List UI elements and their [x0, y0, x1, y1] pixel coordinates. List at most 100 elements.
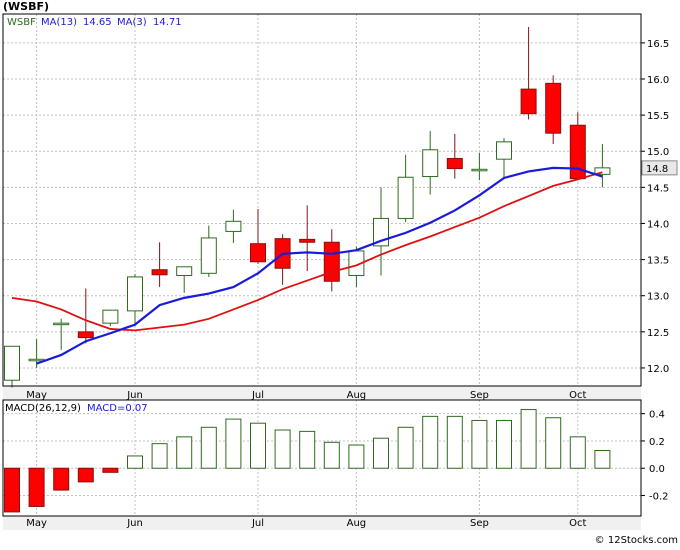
date-axis-label: Jun	[126, 390, 143, 401]
date-axis-label-bottom: Sep	[470, 518, 489, 529]
date-axis-label-bottom: Aug	[347, 518, 367, 529]
legend-ma3-label: MA(3)	[117, 17, 147, 28]
candle-body	[28, 358, 45, 362]
date-axis-label: Aug	[347, 390, 367, 401]
candle	[545, 75, 562, 145]
macd-legend-label: MACD(26,12,9)	[5, 403, 81, 414]
macd-bar	[151, 443, 168, 469]
chart-title: (WSBF)	[3, 0, 49, 13]
candle-body	[496, 141, 512, 160]
price-ytick-label: 13.5	[647, 256, 669, 267]
candle	[594, 144, 611, 188]
price-ytick-label: 15.0	[647, 147, 669, 158]
candle	[77, 288, 94, 344]
candle	[151, 242, 168, 288]
macd-bar	[373, 437, 389, 469]
macd-bar	[225, 418, 242, 469]
macd-bar	[422, 415, 439, 469]
last-price-label: 14.8	[646, 164, 668, 175]
price-panel-frame	[2, 13, 642, 387]
date-axis-band	[3, 386, 641, 400]
macd-bar	[397, 426, 414, 469]
legend-ma3-value: 14.71	[153, 17, 182, 28]
candle-body	[200, 237, 217, 274]
price-ytick-label: 12.0	[647, 364, 669, 375]
ma13-line	[36, 166, 603, 365]
macd-legend-value: MACD=0.07	[87, 403, 148, 414]
macd-bar	[446, 415, 463, 469]
candle	[397, 154, 414, 223]
candle-body	[422, 149, 439, 178]
macd-bar	[176, 436, 193, 469]
candle	[225, 209, 242, 243]
macd-bar	[569, 436, 586, 469]
candle	[200, 225, 217, 277]
candle-body	[545, 82, 562, 134]
macd-bar	[53, 467, 70, 491]
candle-body	[594, 167, 611, 175]
candle	[471, 152, 488, 181]
macd-bar	[102, 467, 119, 473]
macd-bar	[4, 467, 20, 513]
candle-body	[446, 157, 463, 170]
candle-body	[471, 168, 488, 172]
macd-bar	[471, 419, 488, 469]
macd-ytick-label: 0.4	[649, 410, 665, 421]
candle	[569, 112, 586, 180]
ma3-line	[11, 171, 603, 332]
candle	[4, 345, 20, 388]
candle	[299, 205, 316, 272]
date-axis-label-bottom: Jul	[251, 518, 264, 529]
price-ytick-label: 13.0	[647, 292, 669, 303]
price-ytick-label: 14.5	[647, 183, 669, 194]
candle	[496, 138, 512, 178]
candle	[422, 131, 439, 195]
candle-body	[225, 220, 242, 232]
candle-body	[323, 241, 340, 282]
macd-bar	[348, 444, 365, 469]
macd-bar	[127, 455, 143, 469]
macd-bar	[496, 419, 512, 469]
candle	[127, 274, 143, 327]
macd-bar	[520, 409, 537, 469]
candle-body	[102, 309, 119, 324]
date-axis-label: Jul	[251, 390, 264, 401]
candle-body	[397, 176, 414, 219]
macd-bar	[274, 429, 291, 469]
date-axis-label: May	[26, 390, 47, 401]
price-ytick-label: 16.0	[647, 75, 669, 86]
price-ytick-label: 14.0	[647, 219, 669, 230]
candle-body	[77, 331, 94, 339]
candle	[53, 318, 70, 350]
macd-ytick-label: 0.0	[649, 464, 665, 475]
candle	[446, 133, 463, 179]
macd-bar	[299, 430, 316, 469]
macd-bar	[28, 467, 45, 507]
macd-panel-frame	[2, 399, 642, 517]
candle-body	[4, 345, 20, 381]
legend-ma13-label: MA(13)	[41, 17, 77, 28]
date-axis-label-bottom: May	[26, 518, 47, 529]
date-axis-band-bottom	[3, 516, 641, 530]
candle	[102, 309, 119, 327]
macd-bar	[200, 426, 217, 469]
candle-body	[151, 269, 168, 276]
macd-ytick-label: -0.2	[649, 492, 669, 503]
candle	[176, 266, 193, 293]
candle-body	[176, 266, 193, 276]
macd-ytick-label: 0.2	[649, 437, 665, 448]
candle-body	[299, 238, 316, 243]
watermark: © 12Stocks.com	[595, 535, 678, 546]
price-ytick-label: 12.5	[647, 328, 669, 339]
macd-bar	[250, 422, 266, 469]
macd-bar	[323, 441, 340, 469]
macd-bar	[77, 467, 94, 483]
candle-body	[520, 88, 537, 115]
price-ytick-label: 16.5	[647, 39, 669, 50]
price-ytick-label: 15.5	[647, 111, 669, 122]
macd-bar	[545, 417, 562, 469]
candle-body	[53, 322, 70, 326]
